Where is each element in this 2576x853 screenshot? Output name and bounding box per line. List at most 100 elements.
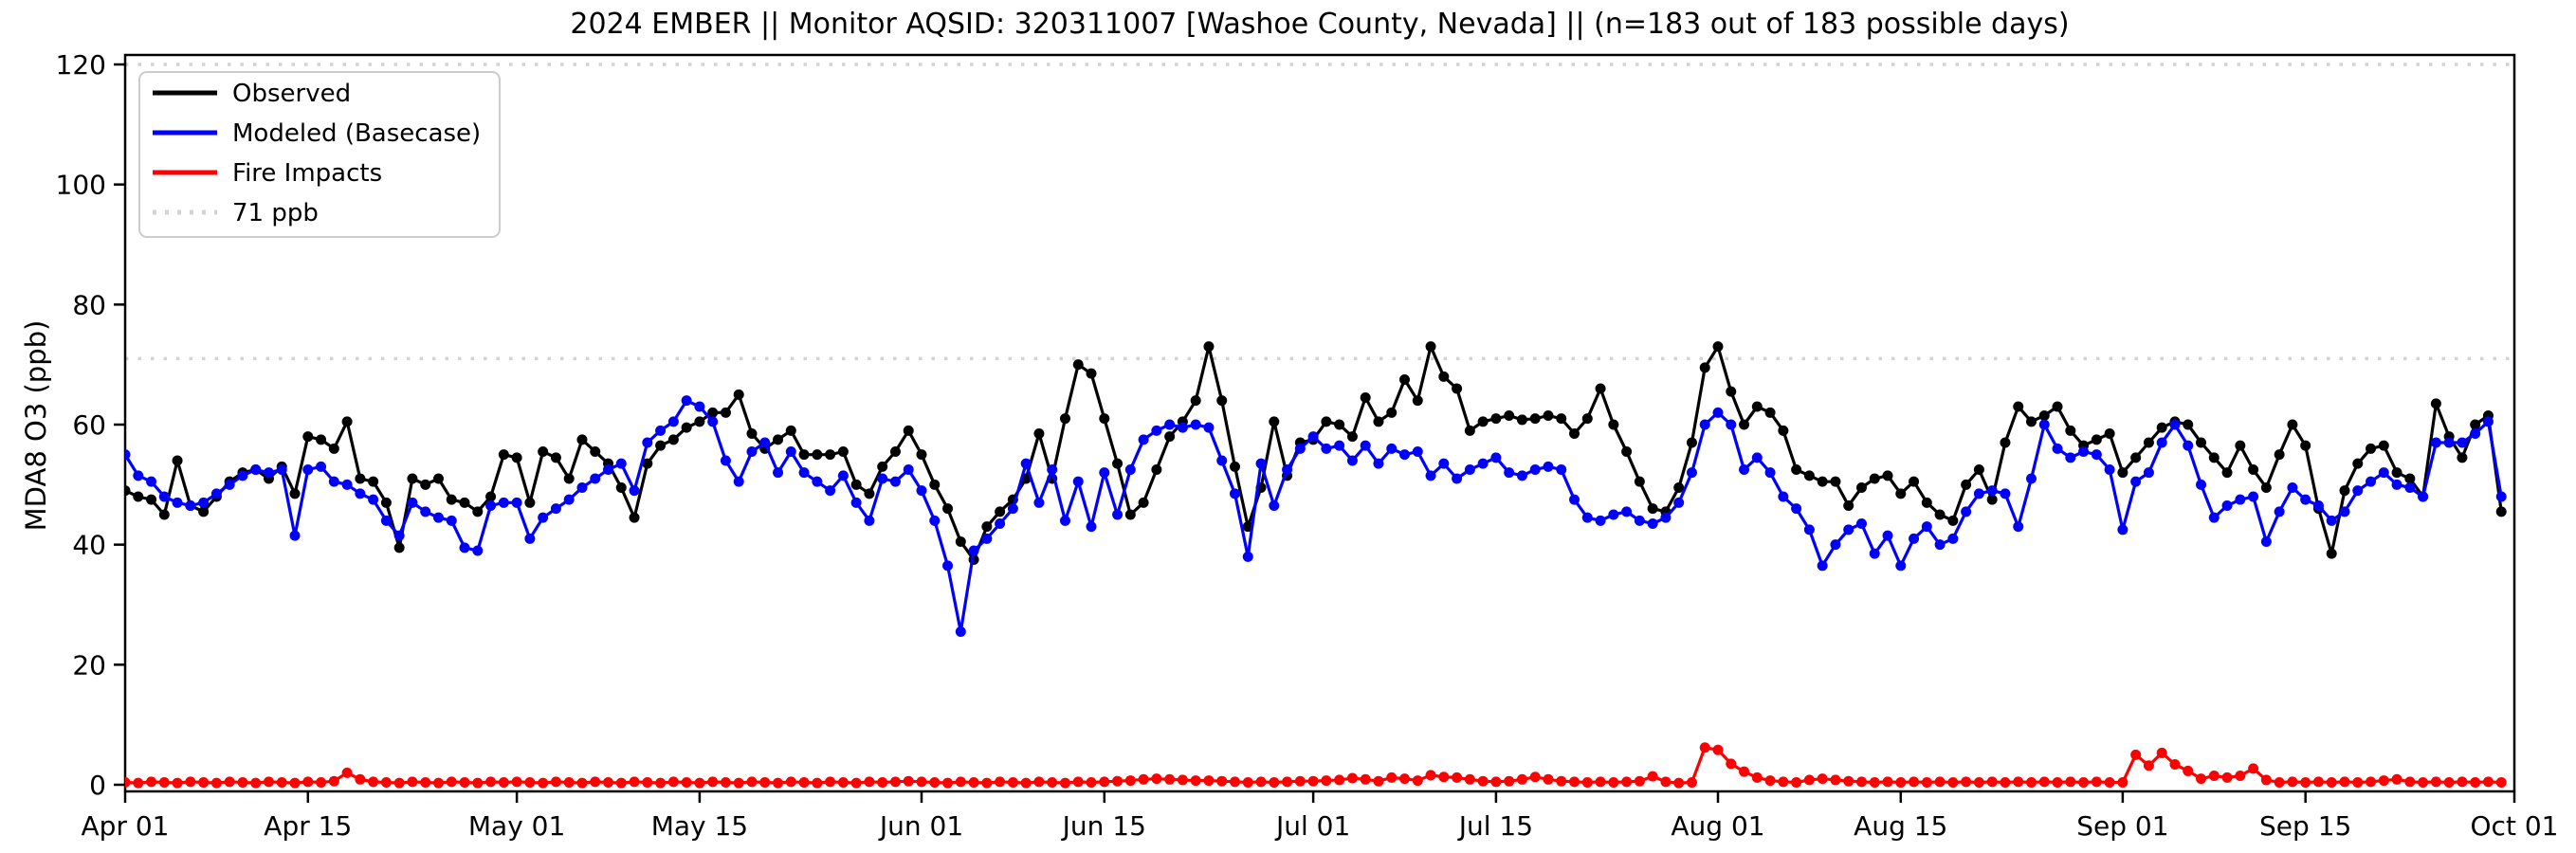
y-axis: 0 20 40 60 80 100 120 xyxy=(56,49,125,801)
data-point-marker xyxy=(1229,461,1240,472)
data-point-marker xyxy=(158,491,170,502)
data-point-marker xyxy=(2196,437,2207,448)
data-point-marker xyxy=(158,509,170,520)
data-point-marker xyxy=(1307,431,1319,443)
x-tick-label: May 15 xyxy=(651,810,748,842)
data-point-marker xyxy=(407,473,418,484)
data-point-marker xyxy=(355,773,366,785)
data-point-marker xyxy=(1543,773,1554,785)
data-point-marker xyxy=(524,533,536,544)
data-point-marker xyxy=(1269,500,1280,511)
data-point-marker xyxy=(1321,775,1332,787)
data-point-marker xyxy=(2366,476,2377,487)
data-point-marker xyxy=(1412,446,1423,457)
data-point-marker xyxy=(615,458,627,469)
data-point-marker xyxy=(2025,416,2037,427)
data-point-marker xyxy=(472,506,484,517)
data-point-marker xyxy=(981,521,993,533)
data-point-marker xyxy=(2065,452,2076,463)
data-point-marker xyxy=(655,777,667,789)
data-point-marker xyxy=(1112,458,1124,469)
data-point-marker xyxy=(2038,419,2050,430)
data-point-marker xyxy=(733,389,744,400)
data-point-marker xyxy=(1764,775,1776,787)
data-point-marker xyxy=(550,503,561,515)
y-tick-label: 120 xyxy=(56,49,106,81)
data-point-marker xyxy=(1086,368,1097,379)
legend-label: Observed xyxy=(232,80,351,108)
data-point-marker xyxy=(485,776,497,788)
data-point-marker xyxy=(798,776,810,788)
data-point-marker xyxy=(2013,521,2024,533)
data-point-marker xyxy=(968,776,979,788)
data-point-marker xyxy=(2183,419,2194,430)
data-point-marker xyxy=(942,560,954,572)
data-point-marker xyxy=(1751,401,1763,412)
data-point-marker xyxy=(1621,506,1633,517)
data-point-marker xyxy=(1504,775,1515,787)
x-tick-label: Sep 15 xyxy=(2259,810,2351,842)
data-point-marker xyxy=(1608,776,1619,788)
data-point-marker xyxy=(1099,413,1110,425)
data-point-marker xyxy=(1581,413,1593,425)
data-point-marker xyxy=(276,464,287,475)
data-point-marker xyxy=(1843,775,1854,787)
data-point-marker xyxy=(1477,458,1489,469)
data-point-marker xyxy=(1438,771,1450,783)
data-point-marker xyxy=(995,506,1006,517)
data-point-marker xyxy=(1504,467,1515,479)
data-point-marker xyxy=(2391,479,2402,490)
data-point-marker xyxy=(903,425,914,436)
data-point-marker xyxy=(237,470,248,481)
legend-label: 71 ppb xyxy=(232,199,319,227)
data-point-marker xyxy=(2248,763,2259,774)
data-point-marker xyxy=(1164,431,1176,443)
data-point-marker xyxy=(210,777,222,789)
data-point-marker xyxy=(1138,434,1149,445)
x-tick-label: Apr 15 xyxy=(264,810,352,842)
data-point-marker xyxy=(1686,776,1697,788)
data-point-marker xyxy=(2000,488,2011,499)
data-point-marker xyxy=(1673,497,1685,508)
data-point-marker xyxy=(146,476,157,487)
data-point-marker xyxy=(1778,425,1789,436)
data-point-marker xyxy=(1986,776,1998,788)
data-point-marker xyxy=(2470,419,2481,430)
data-point-marker xyxy=(1843,524,1854,535)
data-point-marker xyxy=(1399,374,1411,385)
data-point-marker xyxy=(498,776,509,788)
data-point-marker xyxy=(2091,776,2102,788)
data-point-marker xyxy=(2235,771,2246,781)
data-point-marker xyxy=(2013,401,2024,412)
data-point-marker xyxy=(1516,470,1527,481)
data-point-marker xyxy=(1934,776,1946,788)
data-point-marker xyxy=(2221,771,2233,783)
data-point-marker xyxy=(955,776,966,788)
fire-impacts-series xyxy=(125,742,2507,789)
data-point-marker xyxy=(1112,509,1124,520)
data-point-marker xyxy=(1490,776,1502,788)
data-point-marker xyxy=(2260,774,2272,786)
data-point-marker xyxy=(2352,485,2364,497)
data-point-marker xyxy=(2378,775,2389,787)
data-point-marker xyxy=(733,777,744,789)
data-point-marker xyxy=(2418,776,2429,788)
data-point-marker xyxy=(289,488,301,499)
data-point-marker xyxy=(981,533,993,544)
data-point-marker xyxy=(1386,771,1398,783)
data-point-marker xyxy=(1973,464,1984,475)
data-point-marker xyxy=(1973,776,1984,788)
data-point-marker xyxy=(1726,386,1737,397)
data-point-marker xyxy=(316,776,327,788)
data-point-marker xyxy=(1425,341,1436,353)
data-point-marker xyxy=(2470,776,2481,788)
data-point-marker xyxy=(1569,776,1580,788)
data-point-marker xyxy=(1882,530,1893,541)
data-point-marker xyxy=(1151,425,1162,436)
data-point-marker xyxy=(2208,512,2220,523)
data-point-marker xyxy=(2404,776,2416,788)
data-point-marker xyxy=(916,485,927,497)
data-point-marker xyxy=(1216,455,1228,466)
data-point-marker xyxy=(125,485,131,497)
